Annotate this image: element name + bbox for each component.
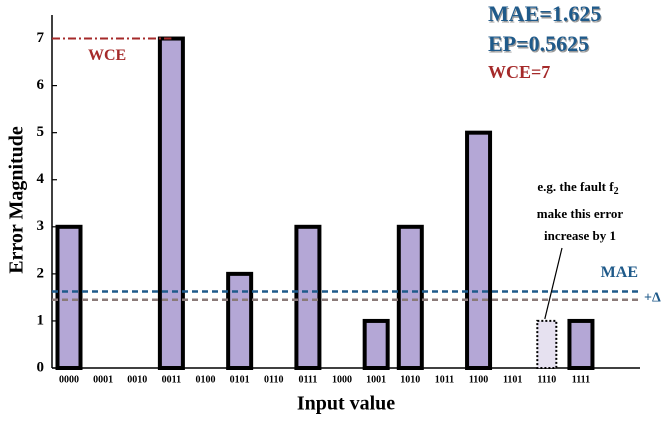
- y-axis-label: Error Magnitude: [6, 126, 28, 274]
- delta-label: +Δ: [644, 291, 661, 306]
- y-tick-label: 6: [37, 77, 45, 93]
- y-tick-label: 2: [37, 265, 45, 281]
- x-tick-label: 1011: [435, 374, 454, 385]
- y-tick-label: 3: [37, 218, 45, 234]
- x-tick-label: 0010: [127, 374, 147, 385]
- annotation-text: e.g. the fault f: [537, 179, 614, 194]
- x-tick-label: 0111: [298, 374, 317, 385]
- x-tick-label: 0011: [162, 374, 181, 385]
- bar: [362, 318, 390, 370]
- annotation-subscript: 2: [614, 186, 619, 197]
- wce-label: WCE: [88, 47, 126, 64]
- x-tick-label: 1001: [366, 374, 386, 385]
- x-tick-label: 1101: [503, 374, 522, 385]
- x-tick-label: 0000: [59, 374, 79, 385]
- mae-label: MAE: [601, 264, 638, 281]
- x-axis-label: Input value: [297, 393, 395, 415]
- x-tick-label: 1100: [469, 374, 488, 385]
- metric: MAE=1.625: [488, 1, 601, 26]
- x-tick-label: 1110: [537, 374, 556, 385]
- y-tick-label: 4: [37, 171, 45, 187]
- y-tick-label: 0: [37, 359, 45, 375]
- x-tick-label: 1010: [400, 374, 420, 385]
- bar: [396, 224, 424, 370]
- y-tick-label: 5: [37, 124, 45, 140]
- bar: [465, 130, 493, 370]
- bar: [294, 224, 322, 370]
- x-tick-label: 0100: [196, 374, 216, 385]
- y-tick-label: 1: [37, 312, 45, 328]
- fault-bar: [536, 319, 558, 369]
- x-tick-label: 1111: [572, 374, 590, 385]
- metric-shadow: MAE=1.625: [489, 3, 602, 28]
- annotation-arrow: [544, 247, 563, 320]
- bar: [226, 271, 254, 370]
- metric: EP=0.5625: [488, 31, 589, 56]
- x-tick-label: 0101: [230, 374, 250, 385]
- x-tick-label: 1000: [332, 374, 352, 385]
- annotation: e.g. the fault f2: [537, 179, 618, 197]
- annotation: increase by 1: [544, 228, 616, 243]
- metric-shadow: EP=0.5625: [489, 33, 590, 58]
- y-tick-label: 7: [37, 30, 45, 46]
- x-tick-label: 0001: [93, 374, 113, 385]
- bar: [567, 318, 595, 370]
- bar: [157, 36, 185, 371]
- x-tick-label: 0110: [264, 374, 283, 385]
- bar: [55, 224, 83, 370]
- annotation: make this error: [537, 206, 624, 221]
- metric: WCE=7: [488, 62, 550, 82]
